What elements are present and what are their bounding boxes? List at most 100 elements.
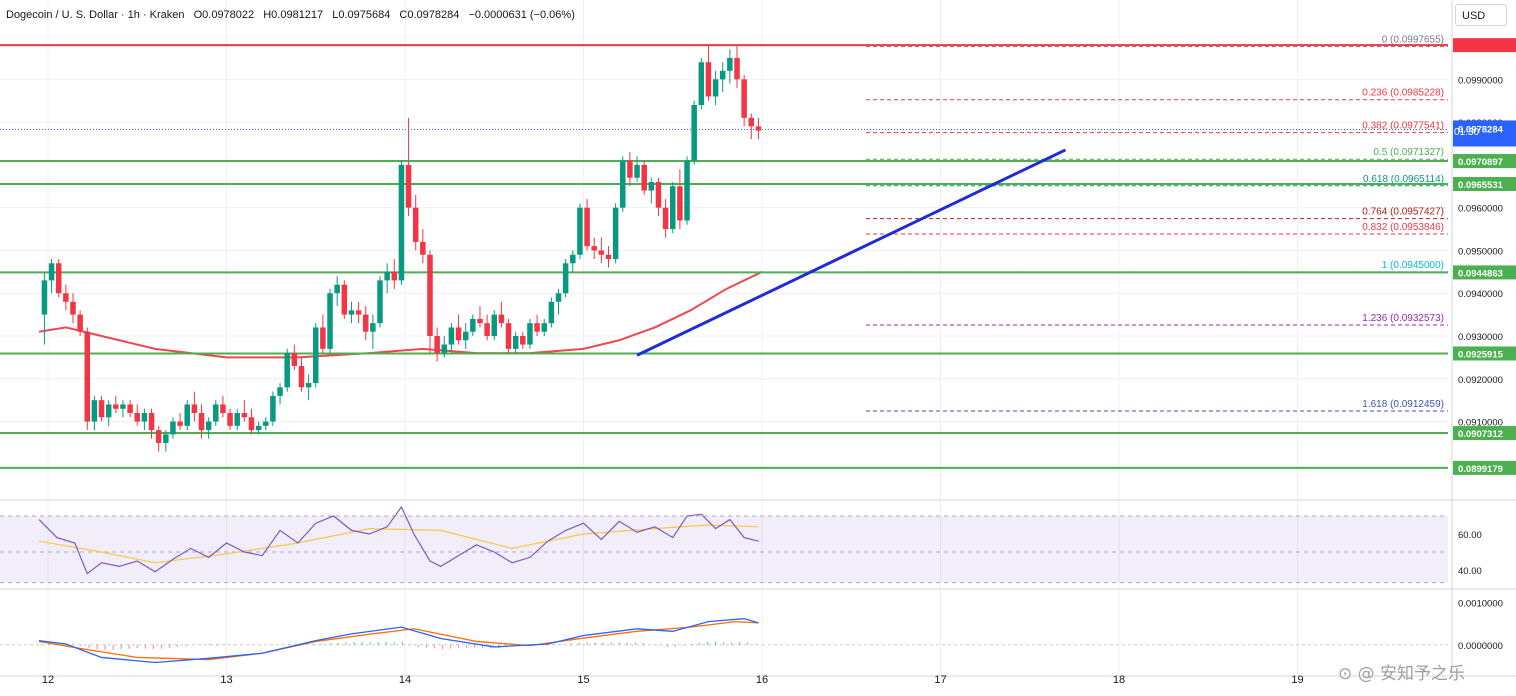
candle-body <box>84 331 91 422</box>
candle-body <box>498 314 505 324</box>
candle-body <box>105 404 112 418</box>
candle-body <box>691 105 697 161</box>
candle-body <box>505 323 512 349</box>
candle-body <box>555 293 562 302</box>
fib-label: 0.764 (0.0957427) <box>1362 207 1444 218</box>
level-price-label: 0.0907312 <box>1458 429 1503 440</box>
x-tick-label: 12 <box>42 674 54 686</box>
macd-pane <box>0 618 1448 664</box>
candle-body <box>391 271 398 281</box>
candle-body <box>348 310 355 315</box>
candle-body <box>255 425 262 431</box>
fib-label: 0.382 (0.0977541) <box>1362 121 1444 132</box>
candle-body <box>377 280 383 324</box>
candle-body <box>184 404 190 426</box>
trendline <box>636 148 1067 357</box>
level-price-tag <box>1453 38 1516 53</box>
candle-body <box>55 263 62 294</box>
x-tick-label: 19 <box>1291 674 1303 686</box>
current-price-label: 0.0978284 <box>1458 124 1504 135</box>
x-tick-label: 18 <box>1113 674 1125 686</box>
candle-body <box>570 254 576 264</box>
time-axis: 12 13 14 15 16 17 18 19 <box>42 674 1304 686</box>
candle-body <box>220 404 226 413</box>
candle-body <box>148 413 155 431</box>
candle-body <box>527 323 533 345</box>
y-tick-label: 0.0930000 <box>1458 332 1503 343</box>
candle-body <box>548 301 555 324</box>
candle-body <box>305 383 312 388</box>
candle-body <box>541 323 547 332</box>
ohlc-high: H0.0981217 <box>263 9 324 21</box>
support-resistance-levels <box>0 44 1448 469</box>
rsi-band <box>0 515 1448 584</box>
ohlc-low: L0.0975684 <box>332 9 391 21</box>
candle-body <box>127 404 133 413</box>
candle-body <box>91 400 98 422</box>
y-tick-label: 0.0990000 <box>1458 75 1503 86</box>
macd-line <box>38 618 759 664</box>
currency-button[interactable]: USD <box>1455 4 1507 26</box>
candle-body <box>113 404 119 409</box>
ohlc-change: −0.0000631 (−0.06%) <box>468 9 575 21</box>
level-price-tag <box>1453 346 1516 361</box>
candle-body <box>163 434 169 443</box>
candle-body <box>534 323 540 332</box>
candle-body <box>448 327 455 345</box>
symbol-title[interactable]: Dogecoin / U. S. Dollar · 1h · Kraken <box>6 9 185 21</box>
candle-body <box>177 421 183 426</box>
candle-body <box>562 263 569 294</box>
ohlc-close: C0.0978284 <box>399 9 460 21</box>
candle-body <box>477 318 483 324</box>
candle-body <box>612 207 619 259</box>
candle-body <box>120 404 126 409</box>
candle-body <box>420 241 426 255</box>
candle-body <box>205 421 212 431</box>
current-price-tag <box>1453 120 1516 147</box>
candle-body <box>291 353 298 366</box>
fib-label: 0.618 (0.0965114) <box>1363 174 1444 185</box>
candle-body <box>234 413 240 426</box>
candle-body <box>655 182 662 208</box>
candle-body <box>298 365 305 388</box>
y-tick-label: 0.0940000 <box>1458 289 1503 300</box>
level-price-label: 0.0965531 <box>1458 180 1504 191</box>
candle-body <box>48 263 55 281</box>
candle-body <box>470 318 476 332</box>
ma-line <box>38 270 763 359</box>
fib-label: 1 (0.0945000) <box>1382 260 1444 271</box>
candle-body <box>77 314 83 332</box>
candle-body <box>284 353 290 388</box>
candle-body <box>198 413 205 431</box>
x-tick-label: 15 <box>577 674 589 686</box>
candle-body <box>441 344 448 354</box>
candle-body <box>755 126 762 131</box>
candle-body <box>134 413 140 422</box>
candle-body <box>520 336 526 345</box>
candle-body <box>634 164 640 178</box>
candle-body <box>605 254 612 259</box>
level-price-tag <box>1453 460 1516 475</box>
candle-body <box>734 57 740 80</box>
grid-lines <box>0 0 1516 677</box>
level-price-label: 0.0899179 <box>1458 464 1503 475</box>
fibonacci-levels: 0 (0.0997655) 0.236 (0.0985228) 0.382 (0.0… <box>866 35 1448 412</box>
trendline-layer <box>636 148 1067 357</box>
candle-body <box>641 164 647 191</box>
candle-body <box>698 62 705 105</box>
candle-body <box>748 117 755 127</box>
candle-body <box>598 250 605 255</box>
candle-body <box>648 182 655 191</box>
macd-tick-label: 0.0000000 <box>1458 641 1503 652</box>
candle-body <box>355 310 362 315</box>
x-tick-label: 17 <box>934 674 946 686</box>
symbol-header: Dogecoin / U. S. Dollar · 1h · Kraken O0… <box>6 9 581 21</box>
candle-body <box>141 413 148 422</box>
candle-body <box>362 314 369 332</box>
candle-body <box>741 79 747 118</box>
candle-body <box>191 404 198 413</box>
level-price-tag <box>1453 265 1516 280</box>
candle-body <box>427 254 433 336</box>
candle-body <box>241 413 248 418</box>
countdown-label: 01:30 <box>1454 127 1480 138</box>
